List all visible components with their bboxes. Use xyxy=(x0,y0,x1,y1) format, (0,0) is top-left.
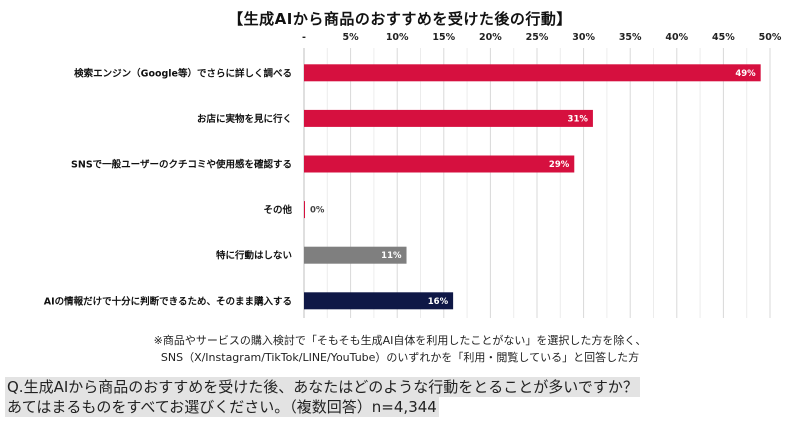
bar xyxy=(304,155,575,173)
x-tick-label: 20% xyxy=(479,32,502,43)
x-tick-label: 30% xyxy=(572,32,595,43)
category-label: 特に行動はしない xyxy=(216,250,292,262)
x-tick-label: 40% xyxy=(665,32,688,43)
bar xyxy=(304,64,761,82)
value-labels: 49% 31% 29% 0% 11% 16% xyxy=(310,69,756,307)
value-label: 0% xyxy=(310,206,325,216)
category-label: AIの情報だけで十分に判断できるため、そのまま購入する xyxy=(44,295,292,307)
x-tick-label: 35% xyxy=(619,32,642,43)
bar xyxy=(304,292,454,310)
value-label: 31% xyxy=(568,114,589,124)
x-tick-label: 10% xyxy=(386,32,409,43)
value-label: 49% xyxy=(735,69,756,79)
question-line-2: あてはまるものをすべてお選びください。（複数回答）n=4,344 xyxy=(5,397,439,417)
footnote-line-1: ※商品やサービスの購入検討で「そもそも生成AI自体を利用したことがない」を選択し… xyxy=(153,334,647,347)
bar xyxy=(304,109,593,127)
question-box: Q.生成AIから商品のおすすめを受けた後、あなたはどのような行動をとることが多い… xyxy=(5,377,790,417)
question-line-1: Q.生成AIから商品のおすすめを受けた後、あなたはどのような行動をとることが多い… xyxy=(5,377,640,397)
category-label: 検索エンジン（Google等）でさらに詳しく調べる xyxy=(74,67,292,79)
x-tick-label: 50% xyxy=(759,32,782,43)
value-label: 29% xyxy=(549,160,570,170)
footnote-line-2: SNS（X/Instagram/TikTok/LINE/YouTube）のいずれ… xyxy=(160,351,640,364)
x-axis-ticks: - 5% 10% 15% 20% 25% 30% 35% 40% 45% 50% xyxy=(302,32,782,43)
category-label: SNSで一般ユーザーのクチコミや使用感を確認する xyxy=(71,159,292,171)
x-tick-label: 45% xyxy=(712,32,735,43)
x-tick-label: 25% xyxy=(526,32,549,43)
x-tick-label: 15% xyxy=(432,32,455,43)
category-label: その他 xyxy=(263,204,292,216)
bar xyxy=(304,201,305,219)
chart-title: 【生成AIから商品のおすすめを受けた後の行動】 xyxy=(228,10,572,28)
bar-chart: - 5% 10% 15% 20% 25% 30% 35% 40% 45% 50% 検索エンジン（Go… xyxy=(44,32,782,318)
x-tick-label: - xyxy=(302,32,306,43)
bar xyxy=(304,246,407,264)
x-tick-label: 5% xyxy=(343,32,360,43)
bars xyxy=(304,64,761,310)
gridlines xyxy=(303,48,771,318)
category-label: お店に実物を見に行く xyxy=(197,113,292,125)
value-label: 16% xyxy=(428,297,449,307)
value-label: 11% xyxy=(381,251,402,261)
